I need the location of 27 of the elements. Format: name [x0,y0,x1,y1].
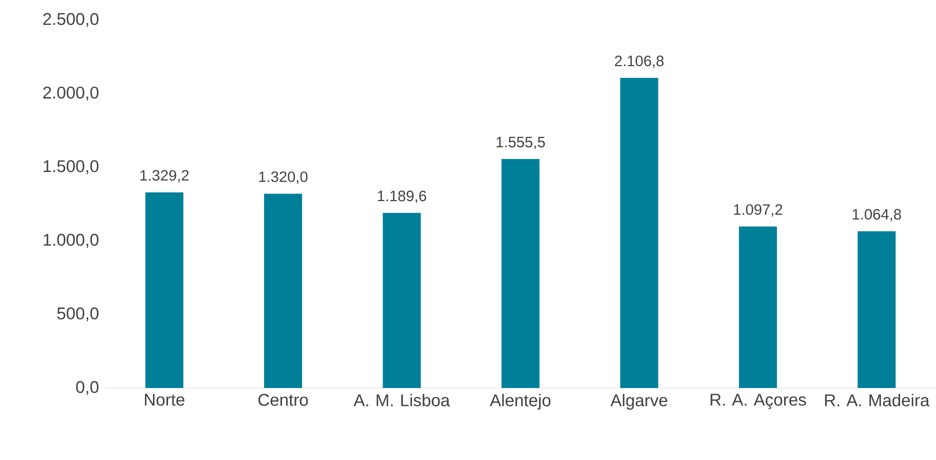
data-label: 1.097,2 [734,204,782,217]
data-label: 1.064,8 [852,209,902,222]
data-label: 1.329,2 [140,170,189,182]
y-tick-label: 500,0 [57,307,98,322]
bar [502,159,540,388]
data-label: 1.555,5 [496,136,545,150]
x-tick-label: R. A. Açores [710,394,806,410]
x-tick-label: A. M. Lisboa [354,394,450,406]
y-tick-label: 0,0 [76,380,98,396]
bar [382,212,421,388]
y-tick-label: 1.500,0 [44,160,98,174]
data-label: 2.106,8 [614,56,664,68]
x-tick-label: Algarve [610,394,668,410]
bar [145,192,184,388]
y-tick-label: 1.000,0 [44,234,98,248]
bar [858,231,896,388]
y-tick-label: 2.000,0 [43,86,98,101]
x-tick-label: Alentejo [490,394,550,410]
bar [738,226,777,388]
x-tick-label: R. A. Madeira [825,394,930,406]
data-label: 1.320,0 [259,171,308,184]
x-tick-label: Norte [144,394,184,406]
x-tick-label: Centro [258,394,308,406]
data-label: 1.189,6 [378,190,426,204]
bar [264,194,302,388]
y-tick-label: 2.500,0 [43,12,98,28]
bar [620,78,658,388]
